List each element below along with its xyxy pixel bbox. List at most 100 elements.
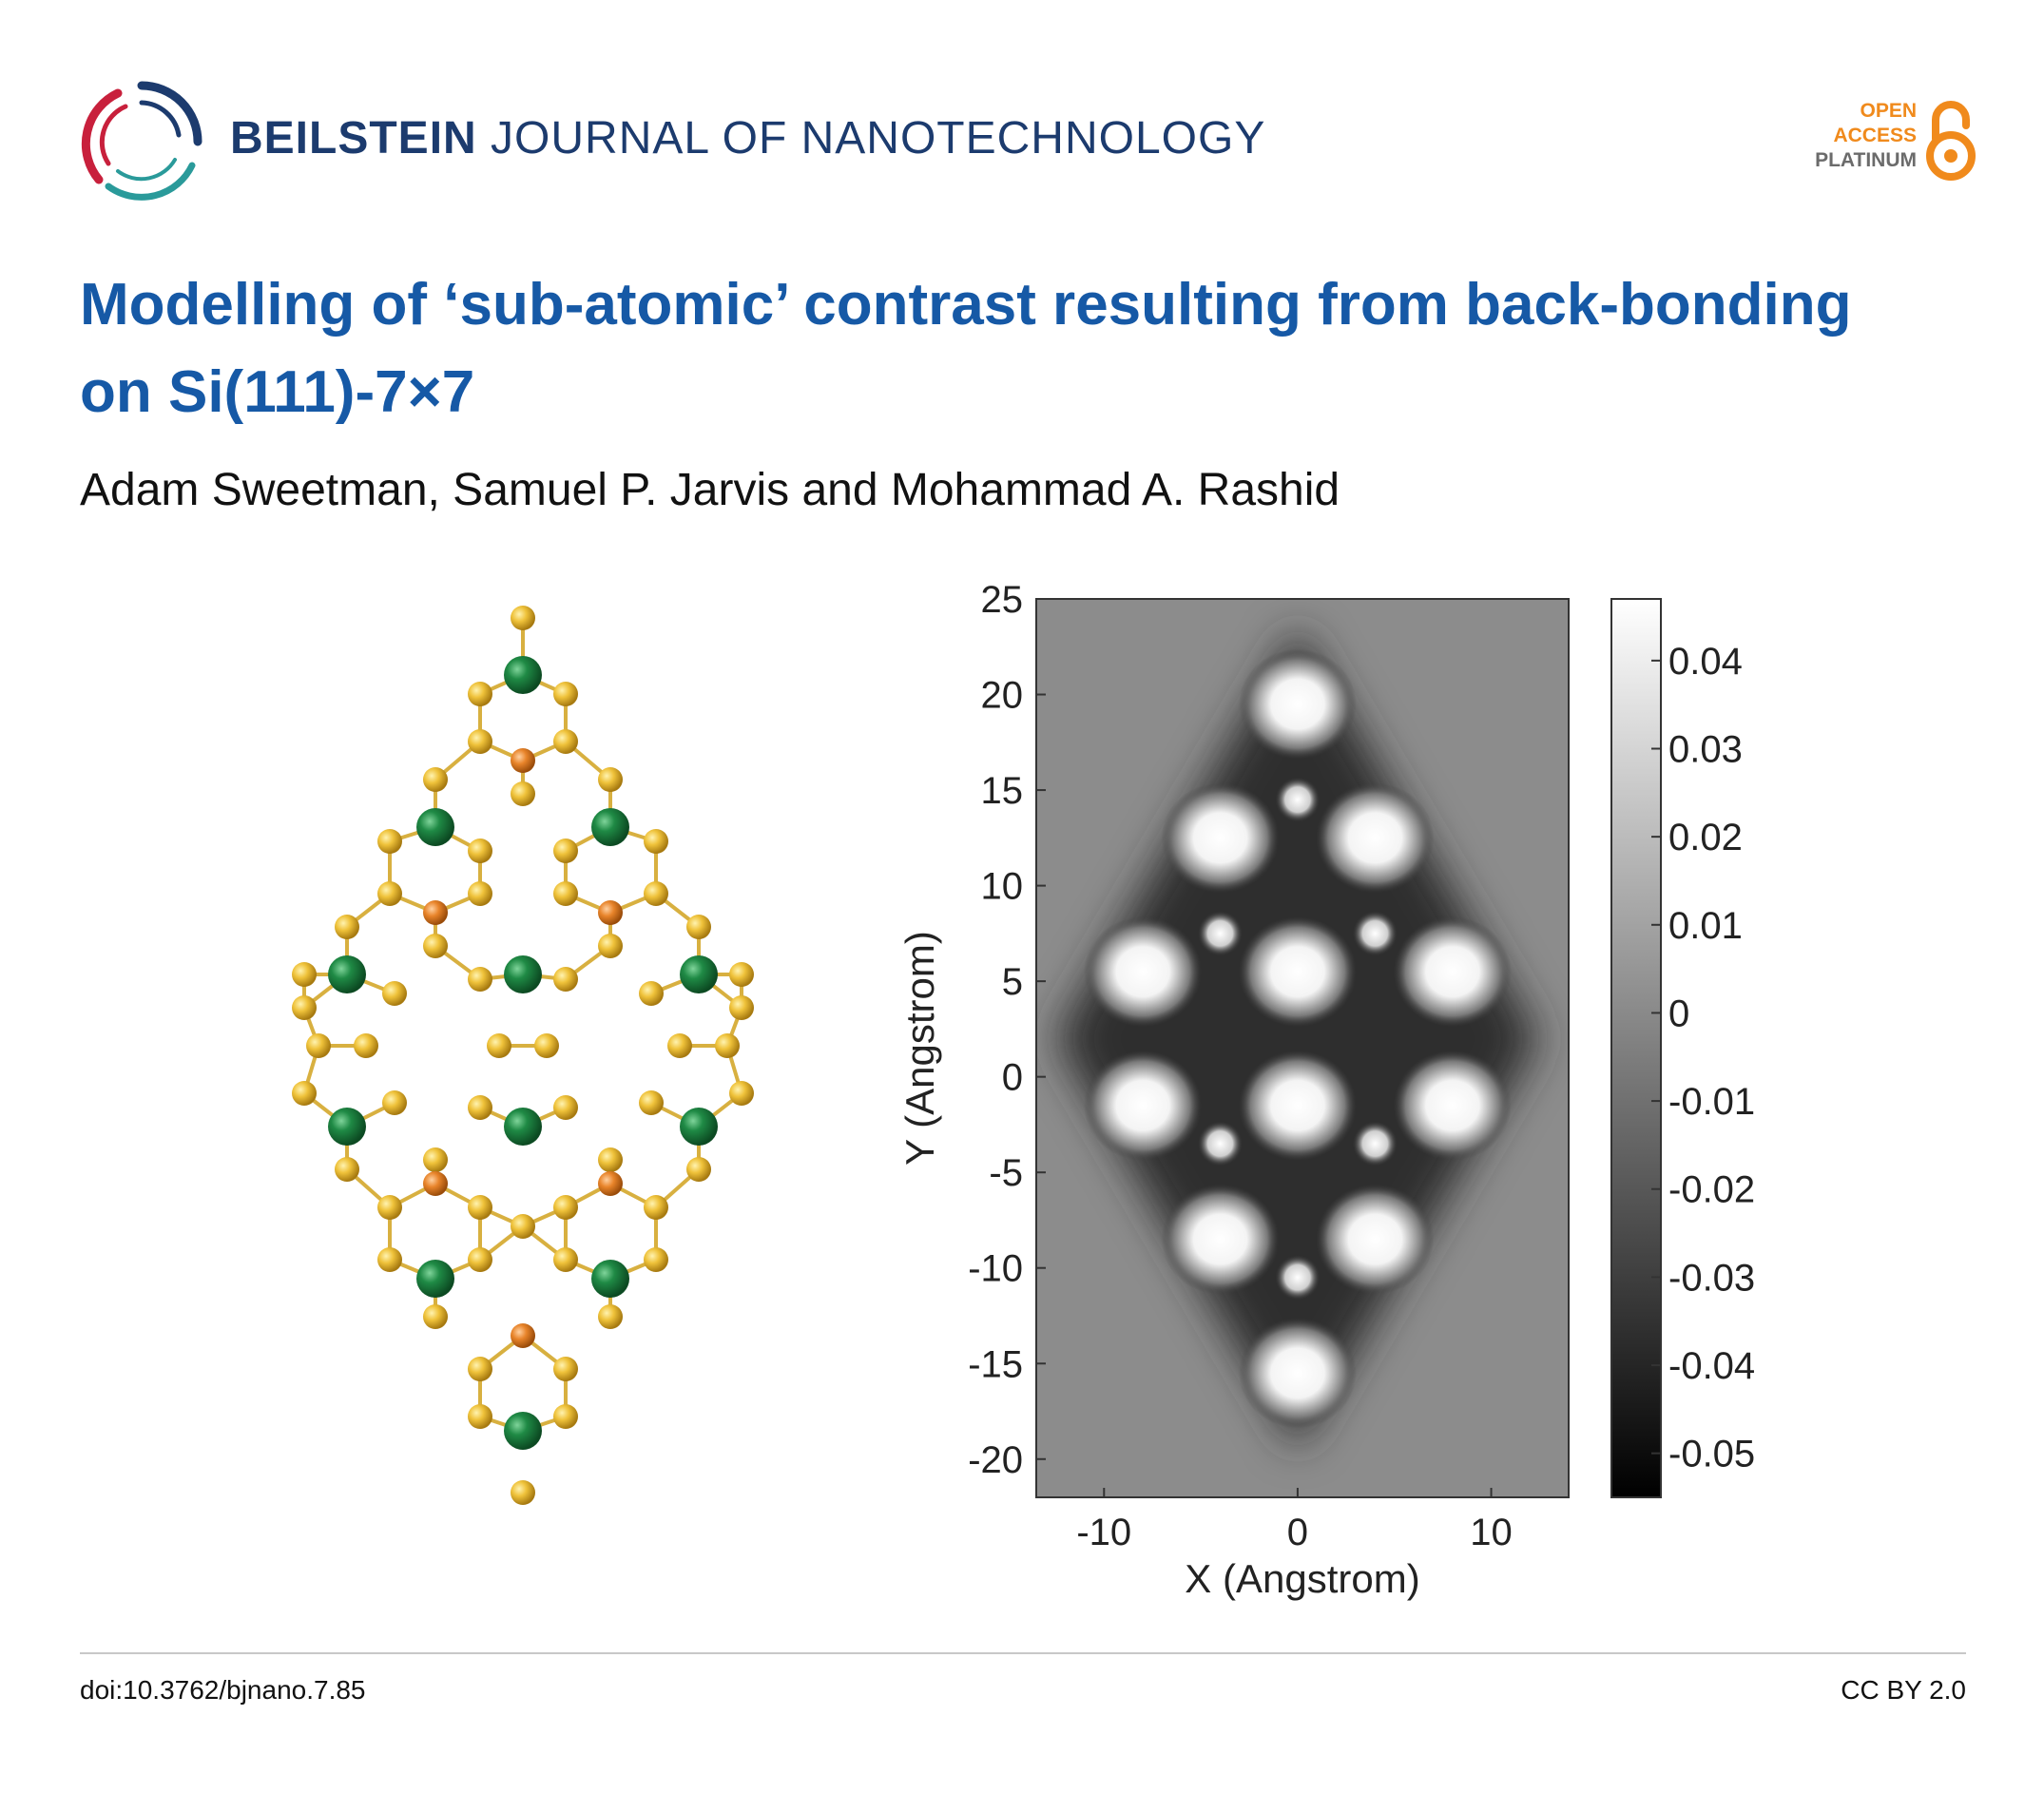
badge-line-open: OPEN — [1860, 100, 1917, 122]
gold-atom — [468, 1095, 492, 1120]
gold-atom — [335, 915, 359, 939]
gold-atom — [644, 1247, 668, 1272]
colorbar-tick-label: 0.04 — [1668, 641, 1743, 683]
gold-atom — [292, 962, 317, 987]
gold-atom — [423, 934, 448, 958]
gold-atom — [468, 682, 492, 706]
bright-spot — [1393, 1050, 1512, 1161]
atomic-model-figure — [292, 606, 754, 1505]
gold-atom — [292, 995, 317, 1020]
license-text: CC BY 2.0 — [1841, 1675, 1966, 1705]
gold-atom — [468, 1247, 492, 1272]
small-spot — [1352, 1121, 1398, 1167]
green-atom — [328, 955, 366, 993]
gold-atom — [487, 1033, 511, 1058]
gold-atom — [335, 1157, 359, 1182]
gold-atom — [511, 781, 535, 806]
colorbar-tick-label: -0.03 — [1668, 1257, 1755, 1299]
y-tick-label: 0 — [1002, 1057, 1023, 1099]
y-tick-label: 15 — [981, 770, 1024, 812]
gold-atom — [729, 995, 754, 1020]
gold-atom — [354, 1033, 378, 1058]
journal-name-bold: BEILSTEIN — [230, 113, 477, 164]
gold-atom — [292, 1081, 317, 1106]
gold-atom — [306, 1033, 331, 1058]
gold-atom — [553, 1247, 578, 1272]
gold-atom — [553, 1357, 578, 1381]
orange-atom — [598, 1171, 623, 1196]
colorbar-tick-label: -0.02 — [1668, 1169, 1755, 1211]
gold-atom — [382, 1090, 407, 1115]
gold-atom — [553, 967, 578, 992]
colorbar-tick-label: 0.01 — [1668, 905, 1743, 947]
y-tick-label: -10 — [968, 1248, 1023, 1290]
gold-atom — [729, 962, 754, 987]
y-tick-label: 25 — [981, 579, 1024, 621]
gold-atom — [377, 829, 402, 854]
y-tick-label: 5 — [1002, 961, 1023, 1003]
gold-atom — [468, 967, 492, 992]
bright-spot — [1238, 916, 1357, 1028]
small-spot — [1352, 910, 1398, 956]
gold-atom — [377, 1195, 402, 1220]
article-title: Modelling of ‘sub-atomic’ contrast resul… — [80, 272, 1852, 425]
gold-atom — [553, 1195, 578, 1220]
gold-atom — [598, 767, 623, 792]
gold-atom — [644, 1195, 668, 1220]
gold-atom — [553, 682, 578, 706]
gold-atom — [468, 839, 492, 863]
green-atom — [504, 1108, 542, 1146]
green-atom — [504, 656, 542, 694]
gold-atom — [423, 1147, 448, 1172]
gold-atom — [468, 1357, 492, 1381]
colorbar — [1610, 598, 1662, 1498]
gold-atom — [598, 1304, 623, 1329]
colorbar-tick-label: 0 — [1668, 993, 1689, 1034]
plot-frame — [1035, 598, 1570, 1498]
green-atom — [680, 1108, 718, 1146]
small-spot — [1274, 1254, 1321, 1301]
orange-atom — [511, 1323, 535, 1348]
green-atom — [591, 1260, 629, 1298]
gold-atom — [553, 839, 578, 863]
green-atom — [416, 808, 454, 846]
gold-atom — [511, 606, 535, 630]
x-axis-label: X (Angstrom) — [1185, 1556, 1419, 1601]
bright-spot — [1084, 1050, 1202, 1161]
bright-spot — [1238, 1318, 1357, 1429]
heatmap-chart: -10 0 10 25 20 15 10 5 0 -5 -10 -15 -20 X (Angstrom… — [897, 579, 1755, 1601]
green-atom — [591, 808, 629, 846]
bright-spot — [1316, 782, 1435, 894]
gold-atom — [553, 1404, 578, 1429]
gold-atom — [468, 1195, 492, 1220]
bright-spot — [1316, 1184, 1435, 1295]
y-tick-label: 10 — [981, 866, 1024, 908]
gold-atom — [553, 729, 578, 754]
gold-atom — [667, 1033, 692, 1058]
gold-atom — [511, 1480, 535, 1505]
x-tick-label: -10 — [1076, 1512, 1131, 1553]
gold-atom — [468, 881, 492, 906]
gold-atom — [644, 881, 668, 906]
gold-atom — [377, 1247, 402, 1272]
x-tick-label: 0 — [1287, 1512, 1308, 1553]
bright-spot — [1161, 1184, 1280, 1295]
journal-name: BEILSTEIN JOURNAL OF NANOTECHNOLOGY — [230, 112, 1265, 164]
gold-atom — [598, 934, 623, 958]
colorbar-tick-label: 0.03 — [1668, 729, 1743, 771]
gold-atom — [382, 981, 407, 1006]
gold-atom — [598, 1147, 623, 1172]
gold-atom — [715, 1033, 740, 1058]
gold-atom — [553, 881, 578, 906]
small-spot — [1274, 777, 1321, 823]
y-tick-label: -20 — [968, 1439, 1023, 1481]
open-access-badge: OPEN ACCESS PLATINUM — [1768, 99, 1977, 184]
gold-atom — [639, 1090, 664, 1115]
gold-atom — [553, 1095, 578, 1120]
gold-atom — [423, 767, 448, 792]
doi-text: doi:10.3762/bjnano.7.85 — [80, 1675, 366, 1705]
open-lock-icon — [1926, 101, 1976, 181]
gold-atom — [729, 1081, 754, 1106]
orange-atom — [511, 748, 535, 773]
article-authors: Adam Sweetman, Samuel P. Jarvis and Moha… — [80, 465, 1340, 515]
